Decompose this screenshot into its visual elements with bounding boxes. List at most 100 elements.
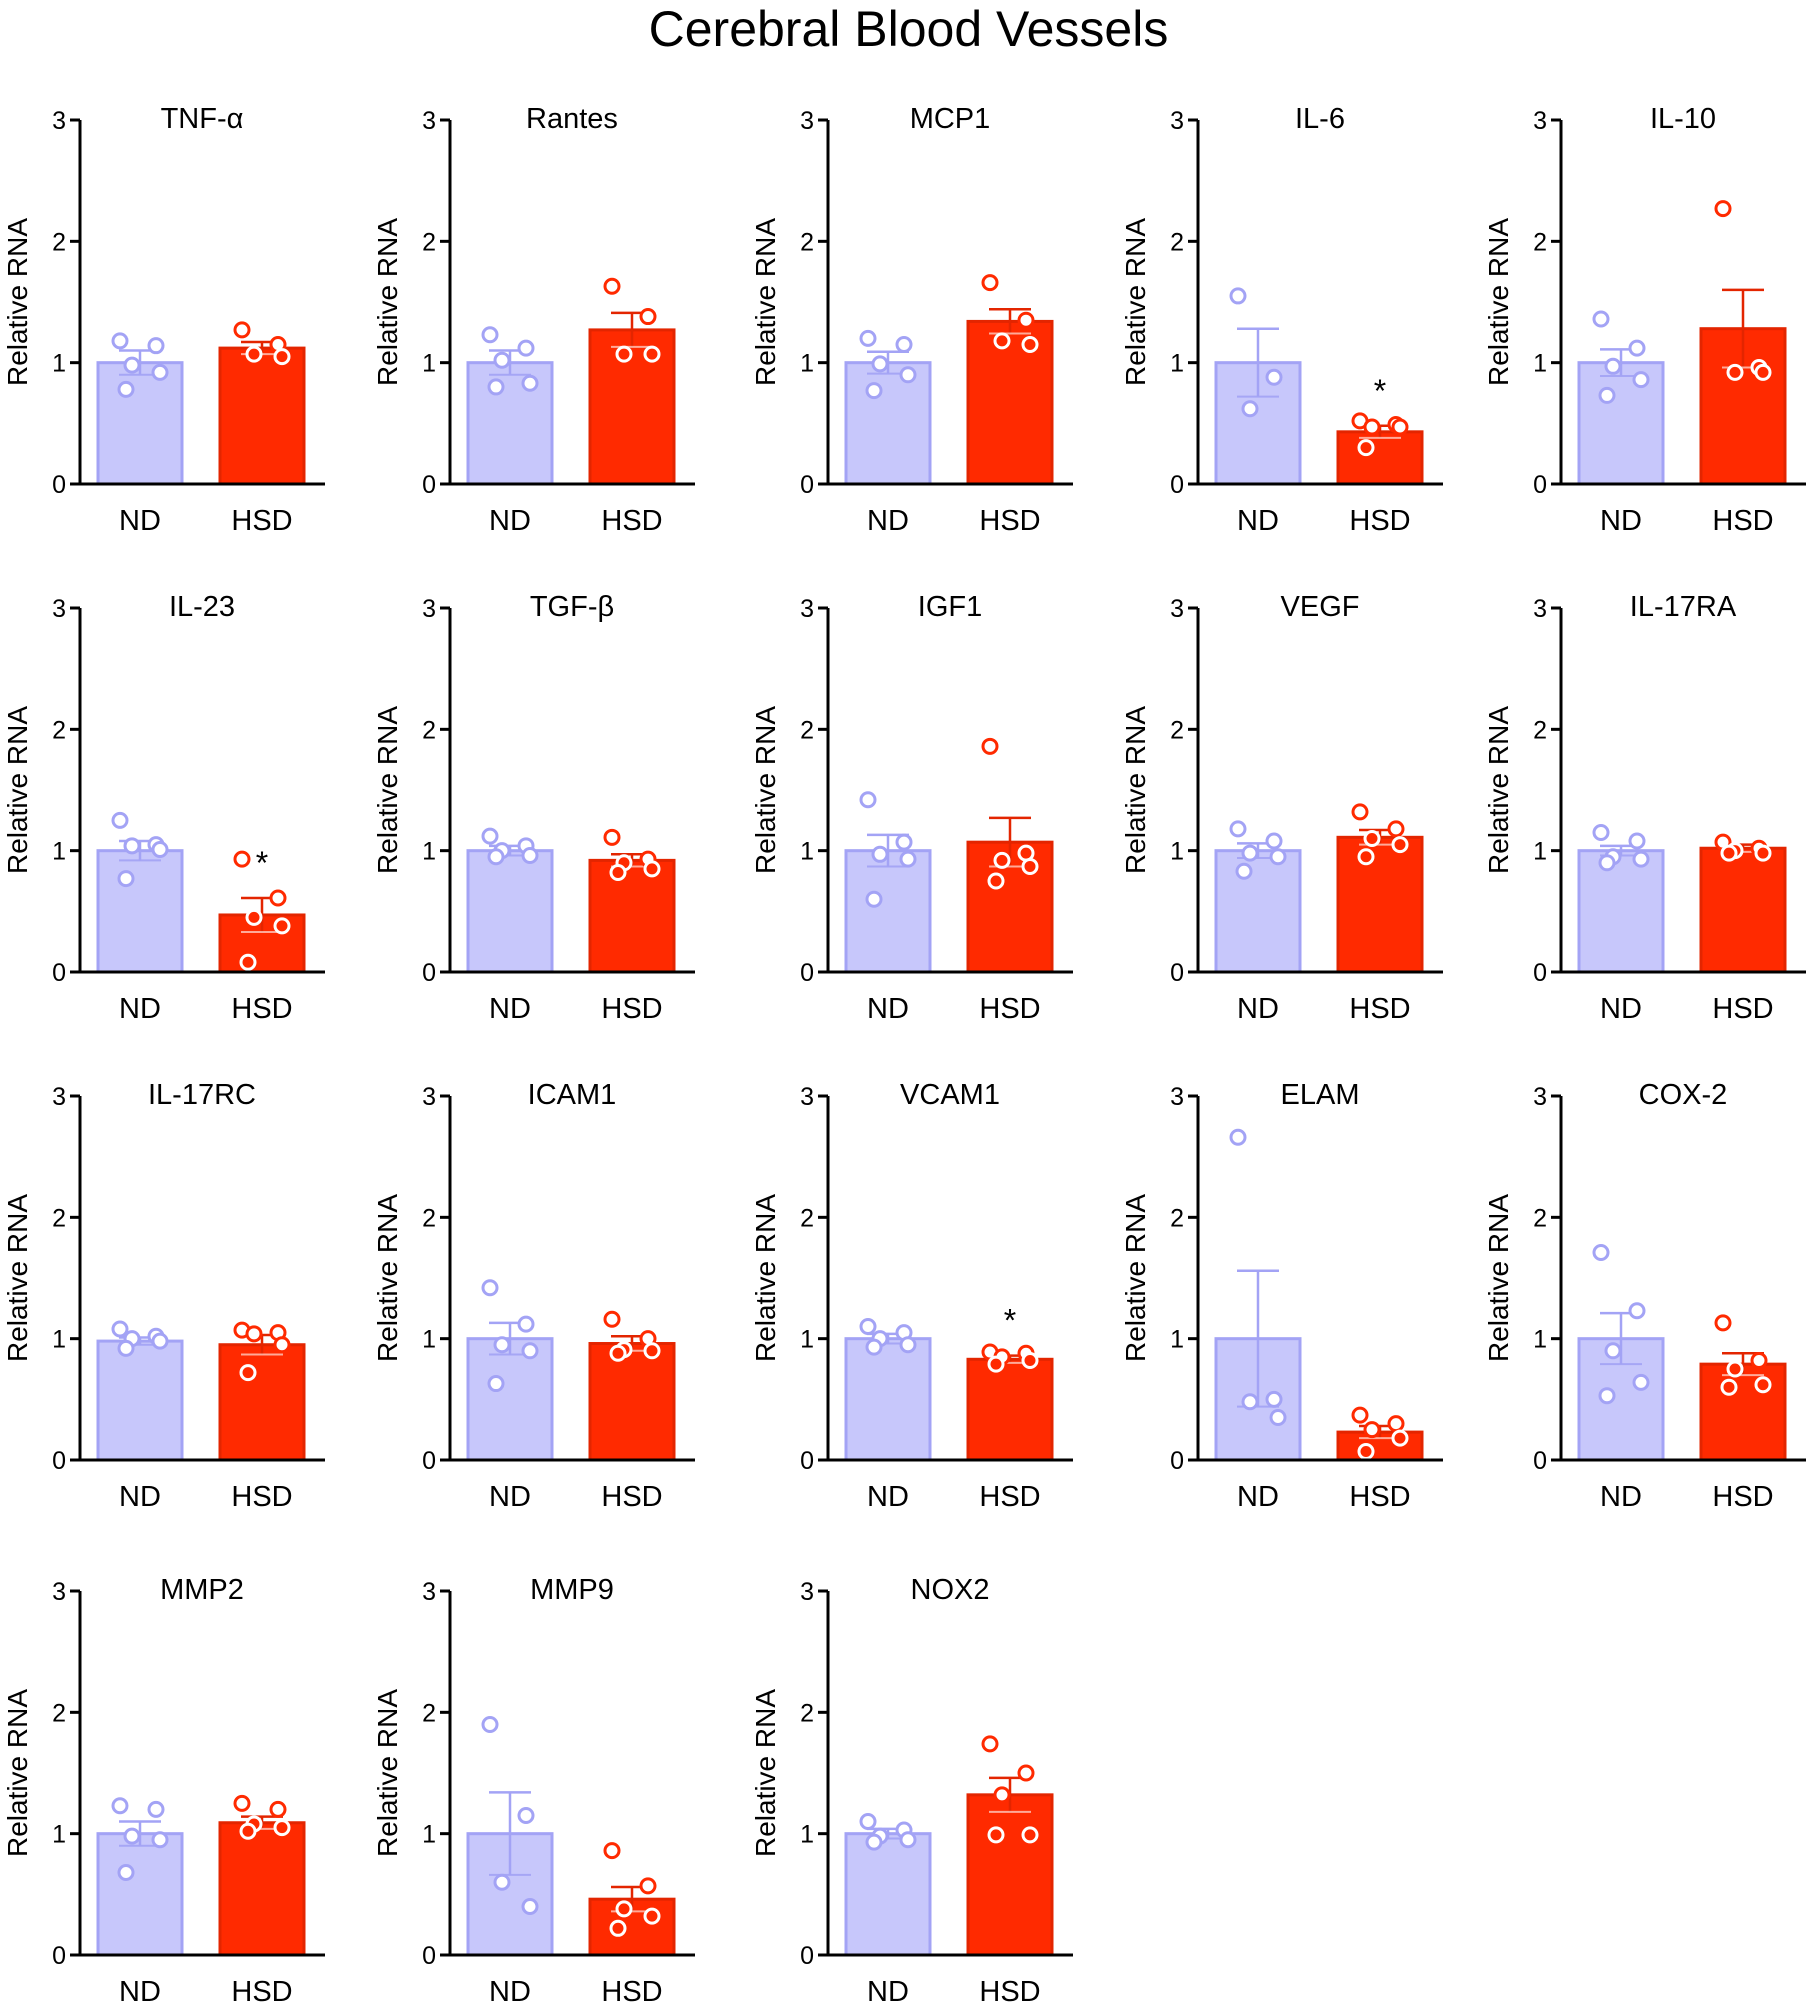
data-point-hsd	[609, 1344, 627, 1362]
data-point-hsd	[233, 321, 251, 339]
data-point-nd	[1628, 832, 1646, 850]
panel-title: TNF-α	[161, 103, 244, 135]
y-tick-label: 2	[1533, 1204, 1547, 1232]
data-point-nd	[481, 1715, 499, 1733]
y-tick-label: 0	[52, 471, 66, 499]
data-point-hsd	[643, 1342, 661, 1360]
data-point-hsd	[981, 1735, 999, 1753]
y-tick-label: 1	[800, 838, 814, 866]
x-tick-label-hsd: HSD	[1712, 1481, 1773, 1513]
data-point-hsd	[1750, 1352, 1768, 1370]
x-tick-label-nd: ND	[489, 993, 531, 1025]
data-point-hsd	[643, 860, 661, 878]
data-point-nd	[123, 356, 141, 374]
y-tick-label: 0	[800, 1447, 814, 1475]
data-point-nd	[1592, 823, 1610, 841]
y-axis-label: Relative RNA	[1120, 1194, 1151, 1362]
data-point-nd	[517, 1806, 535, 1824]
y-tick-label: 1	[422, 1821, 436, 1849]
panel-vcam1: ND * HSD 0 1 2 3 Relative RNA VCAM1	[750, 1079, 1073, 1513]
panel-title: ELAM	[1281, 1079, 1360, 1111]
data-point-nd	[899, 850, 917, 868]
data-point-hsd	[639, 1877, 657, 1895]
panel-title: ICAM1	[528, 1079, 617, 1111]
data-point-hsd	[1021, 335, 1039, 353]
data-point-nd	[1592, 1244, 1610, 1262]
panel-tgf-: ND HSD 0 1 2 3 Relative RNA TGF-β	[372, 591, 695, 1025]
panel-il-6: ND * HSD 0 1 2 3 Relative RNA IL-6	[1120, 103, 1443, 537]
y-tick-label: 1	[422, 838, 436, 866]
data-point-nd	[1235, 862, 1253, 880]
y-tick-label: 0	[800, 471, 814, 499]
x-tick-label-hsd: HSD	[601, 1481, 662, 1513]
data-point-nd	[1628, 339, 1646, 357]
x-tick-label-hsd: HSD	[1712, 505, 1773, 537]
data-point-nd	[517, 339, 535, 357]
y-tick-label: 3	[52, 1578, 66, 1606]
y-tick-label: 1	[52, 1326, 66, 1354]
y-tick-label: 0	[1533, 471, 1547, 499]
x-tick-label-nd: ND	[489, 1481, 531, 1513]
y-tick-label: 3	[800, 1083, 814, 1111]
data-point-nd	[111, 811, 129, 829]
y-tick-label: 0	[422, 1942, 436, 1970]
data-point-nd	[1265, 1390, 1283, 1408]
y-tick-label: 0	[1170, 471, 1184, 499]
bar-hsd	[588, 858, 676, 974]
y-tick-label: 1	[1170, 350, 1184, 378]
panel-title: MMP2	[160, 1574, 244, 1606]
y-tick-label: 2	[52, 716, 66, 744]
figure-title: Cerebral Blood Vessels	[648, 1, 1169, 57]
data-point-nd	[1598, 1387, 1616, 1405]
y-tick-label: 2	[1533, 716, 1547, 744]
x-tick-label-nd: ND	[867, 1481, 909, 1513]
data-point-nd	[859, 1813, 877, 1831]
data-point-hsd	[1363, 830, 1381, 848]
y-tick-label: 2	[422, 228, 436, 256]
y-axis-label: Relative RNA	[372, 1194, 403, 1362]
data-point-nd	[123, 837, 141, 855]
y-tick-label: 3	[422, 107, 436, 135]
x-tick-label-nd: ND	[867, 505, 909, 537]
data-point-nd	[487, 1375, 505, 1393]
bar-nd	[1214, 849, 1302, 974]
y-tick-label: 3	[52, 107, 66, 135]
data-point-hsd	[603, 1310, 621, 1328]
data-point-nd	[895, 335, 913, 353]
bar-nd	[844, 1337, 932, 1462]
x-tick-label-hsd: HSD	[231, 1481, 292, 1513]
panel-title: IL-10	[1650, 103, 1716, 135]
data-point-nd	[859, 329, 877, 347]
data-point-hsd	[1357, 439, 1375, 457]
data-point-hsd	[273, 1336, 291, 1354]
panel-title: IL-17RC	[148, 1079, 256, 1111]
data-point-hsd	[1754, 363, 1772, 381]
data-point-hsd	[1357, 1443, 1375, 1461]
data-point-hsd	[1720, 1378, 1738, 1396]
panel-mcp1: ND HSD 0 1 2 3 Relative RNA MCP1	[750, 103, 1073, 537]
y-axis-label: Relative RNA	[2, 706, 33, 874]
data-point-hsd	[1017, 311, 1035, 329]
y-axis-label: Relative RNA	[1483, 218, 1514, 386]
x-tick-label-nd: ND	[489, 1976, 531, 2008]
panel-title: Rantes	[526, 103, 618, 135]
data-point-nd	[117, 1863, 135, 1881]
bar-nd	[466, 1337, 554, 1462]
y-tick-label: 0	[52, 1942, 66, 1970]
panel-il-10: ND HSD 0 1 2 3 Relative RNA IL-10	[1483, 103, 1806, 537]
data-point-nd	[1632, 850, 1650, 868]
y-tick-label: 1	[422, 1326, 436, 1354]
panel-nox2: ND HSD 0 1 2 3 Relative RNA NOX2	[750, 1574, 1073, 2008]
y-axis-label: Relative RNA	[1483, 1194, 1514, 1362]
y-tick-label: 0	[422, 1447, 436, 1475]
data-point-hsd	[1387, 820, 1405, 838]
data-point-nd	[1632, 1373, 1650, 1391]
y-tick-label: 2	[800, 1699, 814, 1727]
y-tick-label: 3	[52, 1083, 66, 1111]
bar-hsd	[1336, 430, 1424, 486]
y-tick-label: 0	[1533, 959, 1547, 987]
data-point-nd	[147, 1800, 165, 1818]
x-tick-label-nd: ND	[119, 1481, 161, 1513]
x-tick-label-hsd: HSD	[979, 993, 1040, 1025]
panel-il-23: ND * HSD 0 1 2 3 Relative RNA IL-23	[2, 591, 325, 1025]
